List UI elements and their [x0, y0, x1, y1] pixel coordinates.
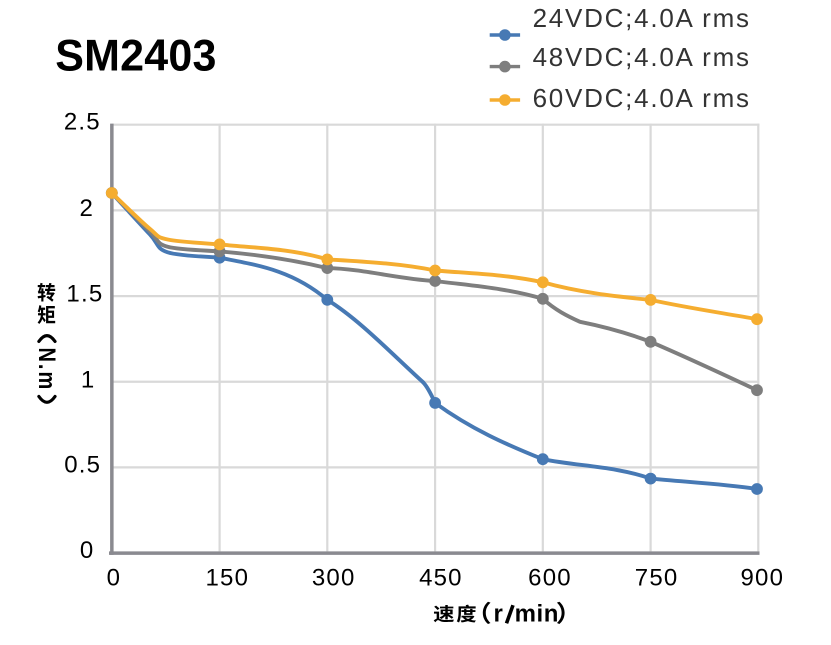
svg-text:0: 0: [107, 565, 122, 592]
svg-text:N.m: N.m: [34, 348, 61, 392]
svg-text:150: 150: [205, 565, 249, 592]
svg-text:r: r: [494, 601, 503, 628]
svg-text:600: 600: [528, 565, 572, 592]
svg-text:2: 2: [80, 195, 93, 222]
svg-text:1: 1: [81, 366, 94, 393]
svg-text:0: 0: [80, 537, 93, 564]
svg-text:48VDC;4.0A rms: 48VDC;4.0A rms: [533, 42, 751, 72]
svg-text:min: min: [515, 601, 559, 628]
svg-text:60VDC;4.0A rms: 60VDC;4.0A rms: [533, 83, 751, 113]
svg-text:24VDC;4.0A rms: 24VDC;4.0A rms: [533, 3, 751, 33]
svg-text:1.5: 1.5: [66, 281, 103, 308]
svg-text:2.5: 2.5: [64, 109, 101, 136]
svg-text:900: 900: [740, 565, 784, 592]
svg-text:SM2403: SM2403: [55, 31, 216, 81]
svg-text:0.5: 0.5: [64, 452, 101, 479]
svg-text:750: 750: [635, 565, 679, 592]
svg-text:300: 300: [312, 565, 356, 592]
svg-text:450: 450: [419, 565, 463, 592]
